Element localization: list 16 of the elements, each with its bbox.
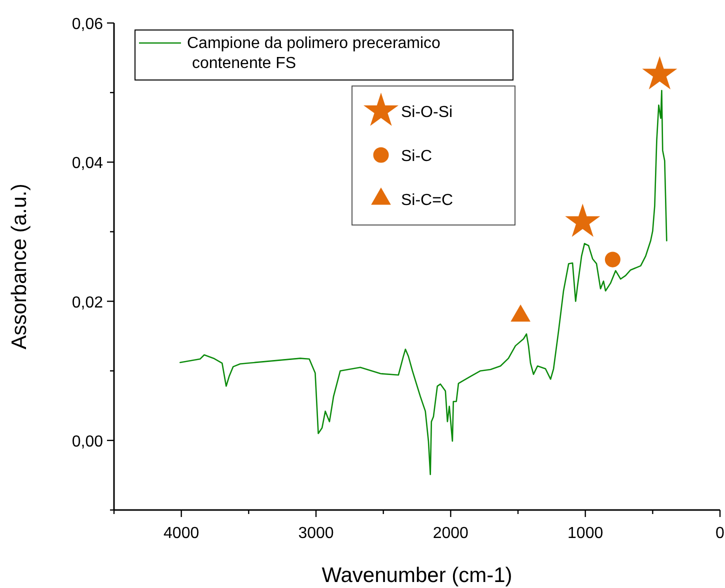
x-axis-title: Wavenumber (cm-1) xyxy=(322,564,512,587)
y-tick-label: 0,06 xyxy=(72,16,104,33)
x-tick-label: 2000 xyxy=(432,525,469,542)
legend-label: Campione da polimero preceramico contenente FS xyxy=(187,35,441,72)
legend-label: Si-C=C xyxy=(401,192,454,209)
x-tick-label: 3000 xyxy=(298,525,334,542)
legend-label: Si-O-Si xyxy=(401,104,453,121)
x-tick-label: 4000 xyxy=(164,525,200,542)
line-series xyxy=(179,90,668,476)
y-tick-label: 0,04 xyxy=(72,155,104,172)
x-tick-label: 1000 xyxy=(568,525,604,542)
legend-label: Si-C xyxy=(401,148,432,165)
x-tick-label: 0 xyxy=(716,525,725,542)
y-axis-title: Assorbance (a.u.) xyxy=(8,184,31,350)
y-tick-label: 0,02 xyxy=(72,294,104,312)
y-tick-label: 0,00 xyxy=(72,433,104,450)
